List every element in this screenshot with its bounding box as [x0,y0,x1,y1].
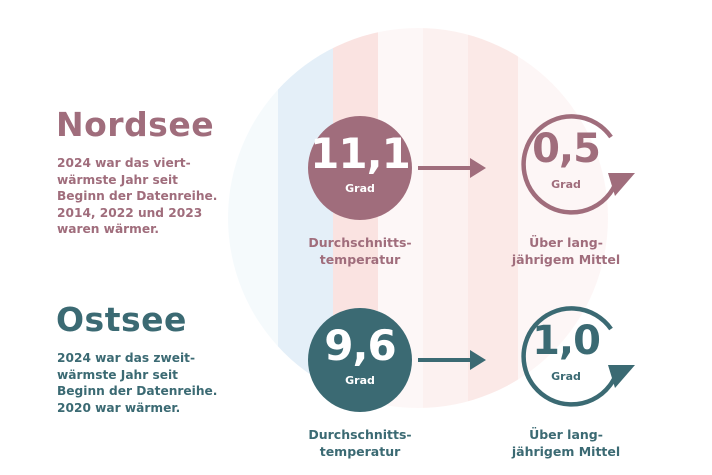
ostsee-description: 2024 war das zweit- wärmste Jahr seit Be… [57,351,218,415]
circular-arrow-icon [521,306,635,407]
ostsee-anomaly-value: 1,0 [532,318,601,364]
stripe [468,28,518,408]
nordsee-anomaly-caption: Über lang- jährigem Mittel [511,235,621,267]
ostsee-average-caption: Durchschnitts- temperatur [308,427,412,459]
nordsee-average-caption: Durchschnitts- temperatur [308,235,412,267]
stripe [518,28,608,408]
nordsee-arrow-icon [418,158,486,178]
ostsee-arrow-icon [418,350,486,370]
nordsee-average-value: 11,1 [310,129,411,178]
ostsee-anomaly-caption: Über lang- jährigem Mittel [511,427,621,459]
ostsee-anomaly-circle: 1,0 Grad [514,304,638,408]
stripe [228,28,278,408]
nordsee-average-unit: Grad [345,182,375,195]
nordsee-average-circle: 11,1 Grad [308,116,412,220]
ostsee-title: Ostsee [56,300,187,339]
ostsee-average-circle: 9,6 Grad [308,308,412,412]
ostsee-average-value: 9,6 [324,321,396,370]
nordsee-description: 2024 war das viert- wärmste Jahr seit Be… [57,156,218,236]
nordsee-anomaly-unit: Grad [551,178,581,191]
circular-arrow-icon [521,114,635,215]
nordsee-title: Nordsee [56,105,215,144]
nordsee-anomaly-value: 0,5 [532,126,601,172]
ostsee-average-unit: Grad [345,374,375,387]
warming-stripes-background [228,28,608,408]
nordsee-anomaly-circle: 0,5 Grad [514,112,638,216]
stripe [423,28,468,408]
ostsee-anomaly-unit: Grad [551,370,581,383]
